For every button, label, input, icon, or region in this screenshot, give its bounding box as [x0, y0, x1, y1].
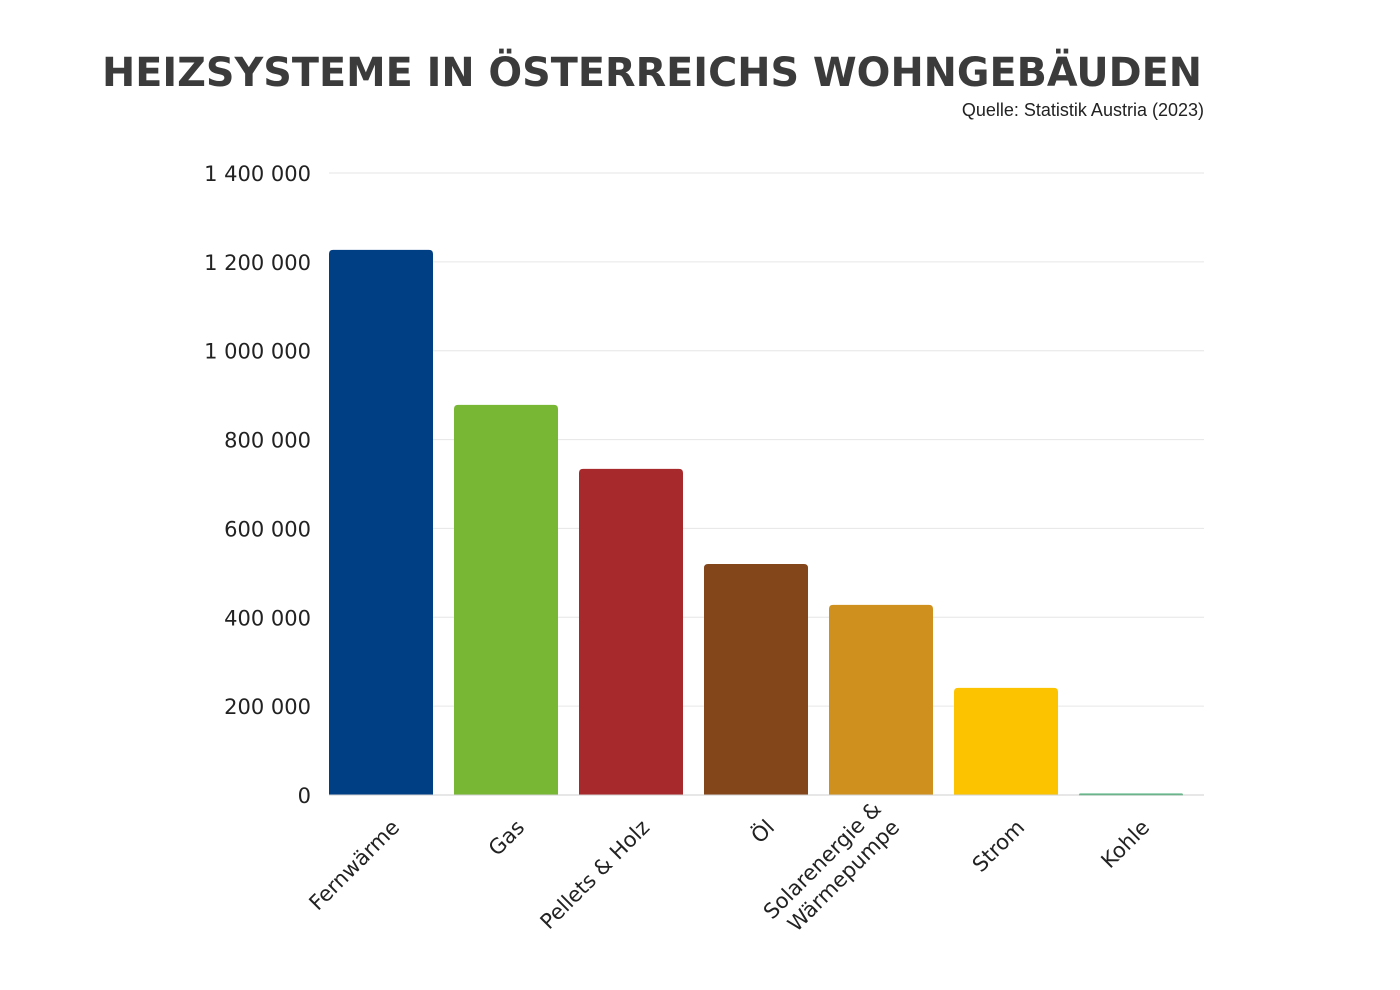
bar-3: [704, 563, 808, 795]
x-tick-label: Strom: [968, 815, 1030, 877]
x-tick-label: Öl: [746, 815, 779, 848]
bar-5: [954, 687, 1058, 795]
bar-1: [454, 404, 558, 795]
bar-4: [829, 604, 933, 795]
y-tick-label: 400 000: [224, 606, 311, 630]
bar-0: [329, 249, 433, 795]
bar-2: [579, 468, 683, 795]
chart-source: Quelle: Statistik Austria (2023): [961, 100, 1204, 120]
x-tick-label: Pellets & Holz: [536, 815, 655, 934]
x-tick-label: Fernwärme: [304, 815, 404, 915]
x-tick-label: Gas: [484, 815, 529, 860]
y-tick-label: 0: [298, 784, 311, 808]
y-tick-label: 200 000: [224, 695, 311, 719]
chart-title: HEIZSYSTEME IN ÖSTERREICHS WOHNGEBÄUDEN: [102, 50, 1202, 96]
y-tick-label: 1 200 000: [204, 251, 311, 275]
y-tick-label: 1 400 000: [204, 162, 311, 186]
y-tick-label: 600 000: [224, 517, 311, 541]
y-tick-label: 800 000: [224, 429, 311, 453]
x-tick-label: Kohle: [1096, 815, 1154, 873]
y-tick-label: 1 000 000: [204, 340, 311, 364]
x-tick-label: Solarenergie &Wärmepumpe: [759, 797, 904, 942]
